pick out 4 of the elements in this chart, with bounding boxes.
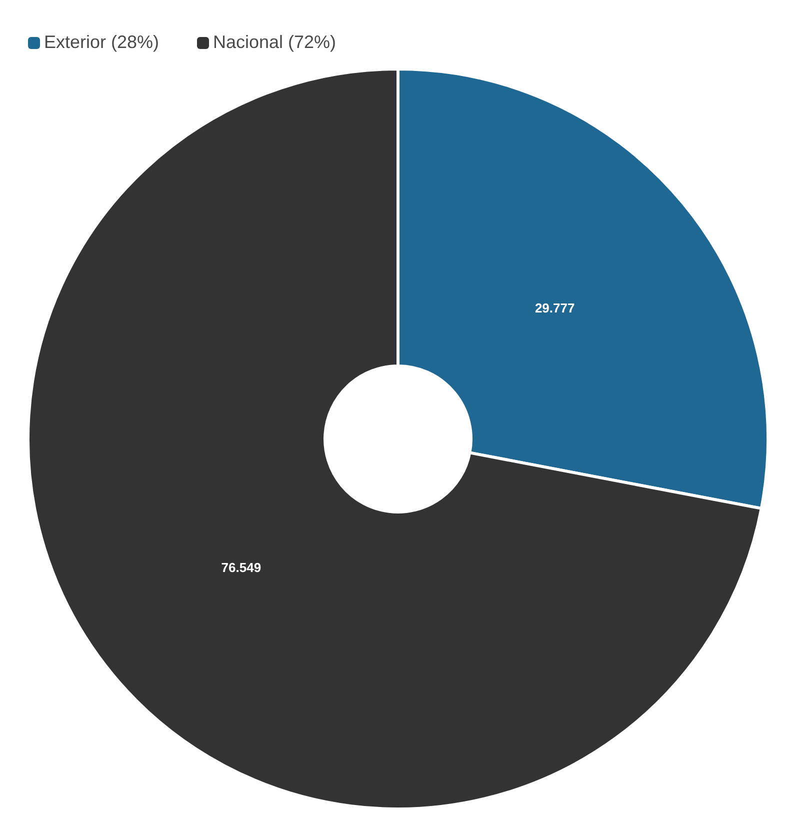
data-label: 76.549 [221,560,262,576]
legend-label: Exterior (28%) [44,32,160,52]
slice-label: Nacional (72%) [213,32,336,52]
data-label: 29.777 [534,300,575,316]
